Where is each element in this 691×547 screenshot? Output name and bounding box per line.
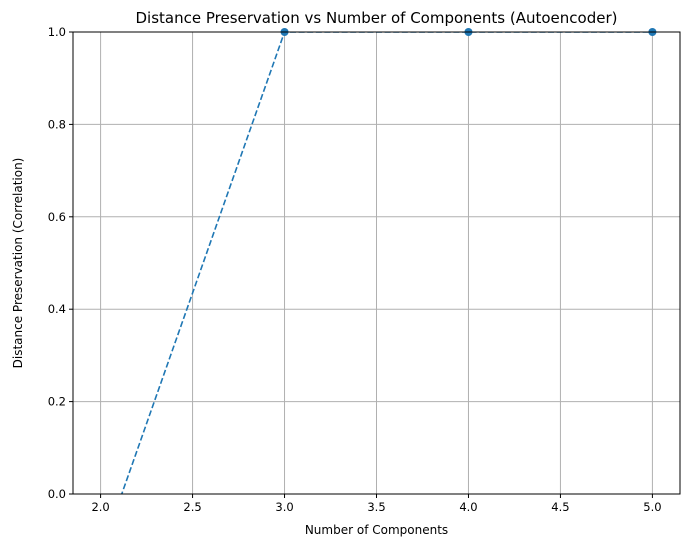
x-tick-label: 3.0: [275, 500, 293, 514]
y-tick-label: 0.2: [48, 395, 66, 409]
x-axis-label: Number of Components: [305, 523, 448, 537]
x-tick-label: 4.0: [459, 500, 477, 514]
x-tick-label: 3.5: [367, 500, 385, 514]
series-line: [120, 32, 653, 494]
y-tick-label: 0.4: [48, 302, 66, 316]
chart-title: Distance Preservation vs Number of Compo…: [136, 9, 618, 27]
x-tick-label: 4.5: [551, 500, 569, 514]
y-tick-label: 0.0: [48, 487, 66, 501]
series-layer: [120, 32, 653, 494]
grid-lines: [73, 31, 680, 495]
y-axis-label: Distance Preservation (Correlation): [11, 158, 25, 369]
y-tick-label: 0.6: [48, 210, 66, 224]
y-tick-label: 1.0: [48, 25, 66, 39]
y-tick-label: 0.8: [48, 117, 66, 131]
x-tick-label: 2.0: [91, 500, 109, 514]
x-tick-label: 2.5: [183, 500, 201, 514]
x-tick-label: 5.0: [643, 500, 661, 514]
axis-ticks: 2.0 2.5 3.0 3.5 4.0 4.5 5.0 0.0 0.2 0.4 0.6 0.8 1.0: [48, 25, 662, 514]
